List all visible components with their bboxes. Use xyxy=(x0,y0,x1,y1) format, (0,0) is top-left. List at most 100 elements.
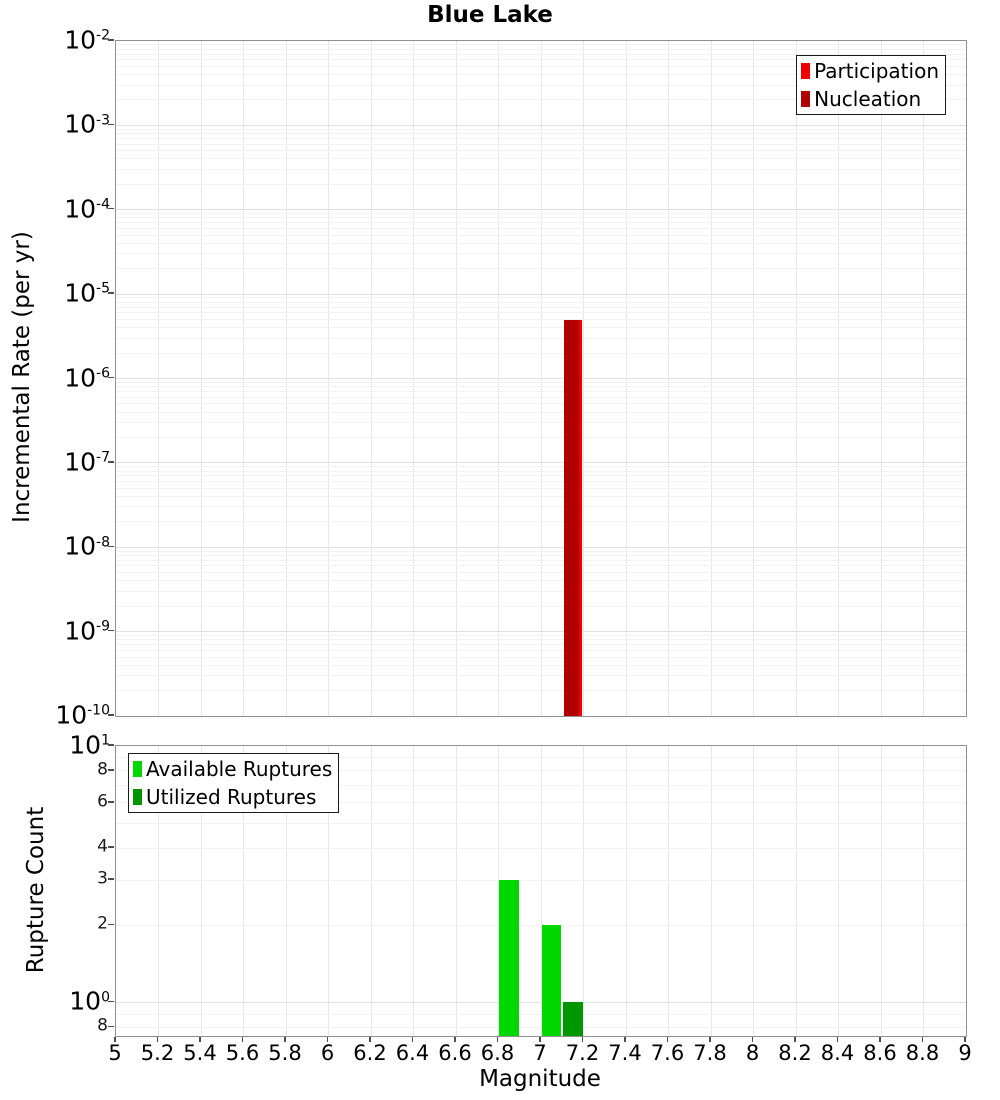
y-tick-label: 6 xyxy=(97,791,108,812)
y-tick-label: 10-6 xyxy=(64,363,110,392)
gridline-vertical xyxy=(795,746,797,1036)
y-tick-mark xyxy=(108,376,114,379)
gridline-major xyxy=(116,293,966,295)
gridline-vertical xyxy=(668,746,669,1036)
gridline-minor xyxy=(116,222,966,224)
gridline-minor xyxy=(116,168,966,170)
count-axis-label: Rupture Count xyxy=(23,806,49,974)
x-tick-label: 9 xyxy=(958,1041,972,1065)
gridline-minor xyxy=(116,386,966,388)
x-tick-label: 6.8 xyxy=(480,1041,515,1065)
y-tick-mark xyxy=(108,292,114,294)
gridline-minor xyxy=(116,554,966,556)
x-tick-label: 6.4 xyxy=(395,1041,430,1065)
gridline-minor xyxy=(116,84,966,86)
y-tick-mark xyxy=(108,878,114,880)
x-tick-mark xyxy=(114,1036,116,1042)
x-tick-label: 7.6 xyxy=(650,1041,685,1065)
gridline-minor xyxy=(116,664,966,666)
legend-entry: Available Ruptures xyxy=(133,755,332,783)
gridline-minor xyxy=(116,411,966,413)
y-tick-label: 2 xyxy=(97,913,108,934)
gridline-minor xyxy=(116,59,966,61)
gridline-minor xyxy=(116,436,966,438)
gridline-minor xyxy=(116,227,966,229)
gridline-minor xyxy=(116,217,966,219)
x-tick-label: 5 xyxy=(108,1041,122,1065)
gridline-minor xyxy=(116,757,966,759)
gridline-minor xyxy=(116,649,966,651)
gridline-minor xyxy=(116,158,966,160)
count-plot-area xyxy=(116,746,966,1036)
gridline-minor xyxy=(116,99,966,101)
x-tick-mark xyxy=(794,1036,796,1042)
gridline-minor xyxy=(116,297,966,299)
y-tick-label: 10-8 xyxy=(64,531,110,561)
y-tick-mark xyxy=(108,1025,114,1027)
y-tick-label: 10-2 xyxy=(64,25,110,55)
y-tick-mark xyxy=(108,629,114,632)
y-tick-mark xyxy=(108,846,114,848)
gridline-minor xyxy=(116,924,966,926)
gridline-vertical xyxy=(583,746,584,1036)
x-tick-label: 7.8 xyxy=(693,1041,727,1065)
gridline-minor xyxy=(116,242,966,244)
legend-label: Participation xyxy=(814,59,939,83)
gridline-major xyxy=(116,462,966,464)
legend-entry: Participation xyxy=(801,57,939,85)
gridline-minor xyxy=(116,565,966,567)
gridline-minor xyxy=(116,847,966,849)
y-tick-label: 8 xyxy=(97,759,108,780)
x-tick-label: 7.2 xyxy=(565,1041,600,1065)
legend-label: Nucleation xyxy=(814,87,922,111)
gridline-vertical xyxy=(328,746,329,1036)
rate-legend: Participation Nucleation xyxy=(796,55,946,115)
gridline-vertical xyxy=(753,746,754,1036)
y-tick-label: 10-7 xyxy=(64,447,110,477)
gridline-minor xyxy=(116,785,966,787)
x-tick-label: 8.2 xyxy=(778,1041,812,1065)
y-tick-label: 101 xyxy=(69,730,110,760)
gridline-minor xyxy=(116,74,966,76)
gridline-minor xyxy=(116,319,966,321)
gridline-vertical xyxy=(498,746,499,1036)
y-tick-label: 10-4 xyxy=(64,194,110,224)
gridline-vertical xyxy=(880,746,882,1036)
y-tick-mark xyxy=(108,208,114,210)
gridline-minor xyxy=(116,327,966,329)
utilized-bar xyxy=(563,1002,583,1036)
legend-entry: Utilized Ruptures xyxy=(133,783,332,811)
count-legend: Available Ruptures Utilized Ruptures xyxy=(128,753,340,813)
gridline-vertical xyxy=(455,746,457,1036)
gridline-minor xyxy=(116,268,966,270)
gridline-minor xyxy=(116,53,966,55)
gridline-minor xyxy=(116,644,966,646)
gridline-minor xyxy=(116,639,966,641)
available-bar xyxy=(541,925,562,1036)
x-tick-mark xyxy=(496,1036,499,1042)
x-tick-label: 8.6 xyxy=(863,1041,897,1065)
x-tick-label: 8.4 xyxy=(820,1041,855,1065)
gridline-minor xyxy=(116,48,966,50)
nucleation-bar xyxy=(563,320,580,716)
available-bar xyxy=(499,880,519,1036)
x-tick-mark xyxy=(921,1036,924,1042)
gridline-vertical xyxy=(370,746,372,1036)
gridline-minor xyxy=(116,559,966,561)
rate-plot-area xyxy=(116,41,966,716)
x-tick-mark xyxy=(369,1036,371,1042)
y-tick-label: 4 xyxy=(97,836,108,857)
gridline-vertical xyxy=(540,746,542,1036)
gridline-minor xyxy=(116,1026,966,1028)
gridline-vertical xyxy=(285,746,287,1036)
gridline-minor xyxy=(116,770,966,772)
gridline-minor xyxy=(116,572,966,574)
gridline-major xyxy=(116,209,966,211)
x-tick-label: 7.4 xyxy=(608,1041,642,1065)
y-tick-mark xyxy=(108,545,114,547)
x-tick-mark xyxy=(241,1036,244,1042)
gridline-minor xyxy=(116,133,966,135)
x-tick-mark xyxy=(411,1036,414,1042)
gridline-major xyxy=(116,631,966,633)
